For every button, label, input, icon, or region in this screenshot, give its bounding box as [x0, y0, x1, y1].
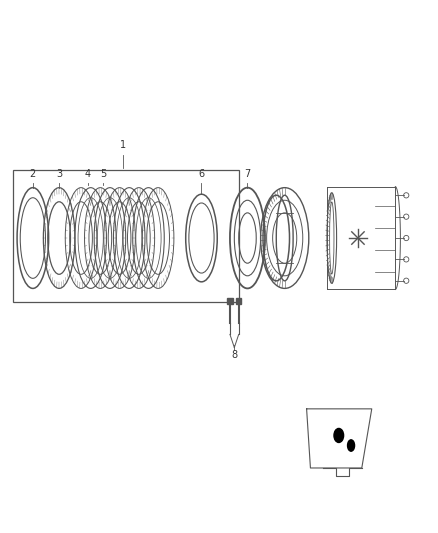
Text: 5: 5: [100, 169, 106, 179]
Bar: [227, 298, 233, 304]
Text: 4: 4: [85, 169, 91, 179]
Text: 7: 7: [244, 169, 251, 179]
Text: 8: 8: [231, 350, 237, 360]
Bar: [13, 170, 239, 302]
Ellipse shape: [348, 440, 355, 451]
Bar: [236, 298, 241, 304]
Text: 6: 6: [198, 169, 205, 179]
Text: 3: 3: [56, 169, 62, 179]
Text: 2: 2: [30, 169, 36, 179]
Ellipse shape: [334, 429, 343, 442]
Text: 1: 1: [120, 140, 126, 150]
